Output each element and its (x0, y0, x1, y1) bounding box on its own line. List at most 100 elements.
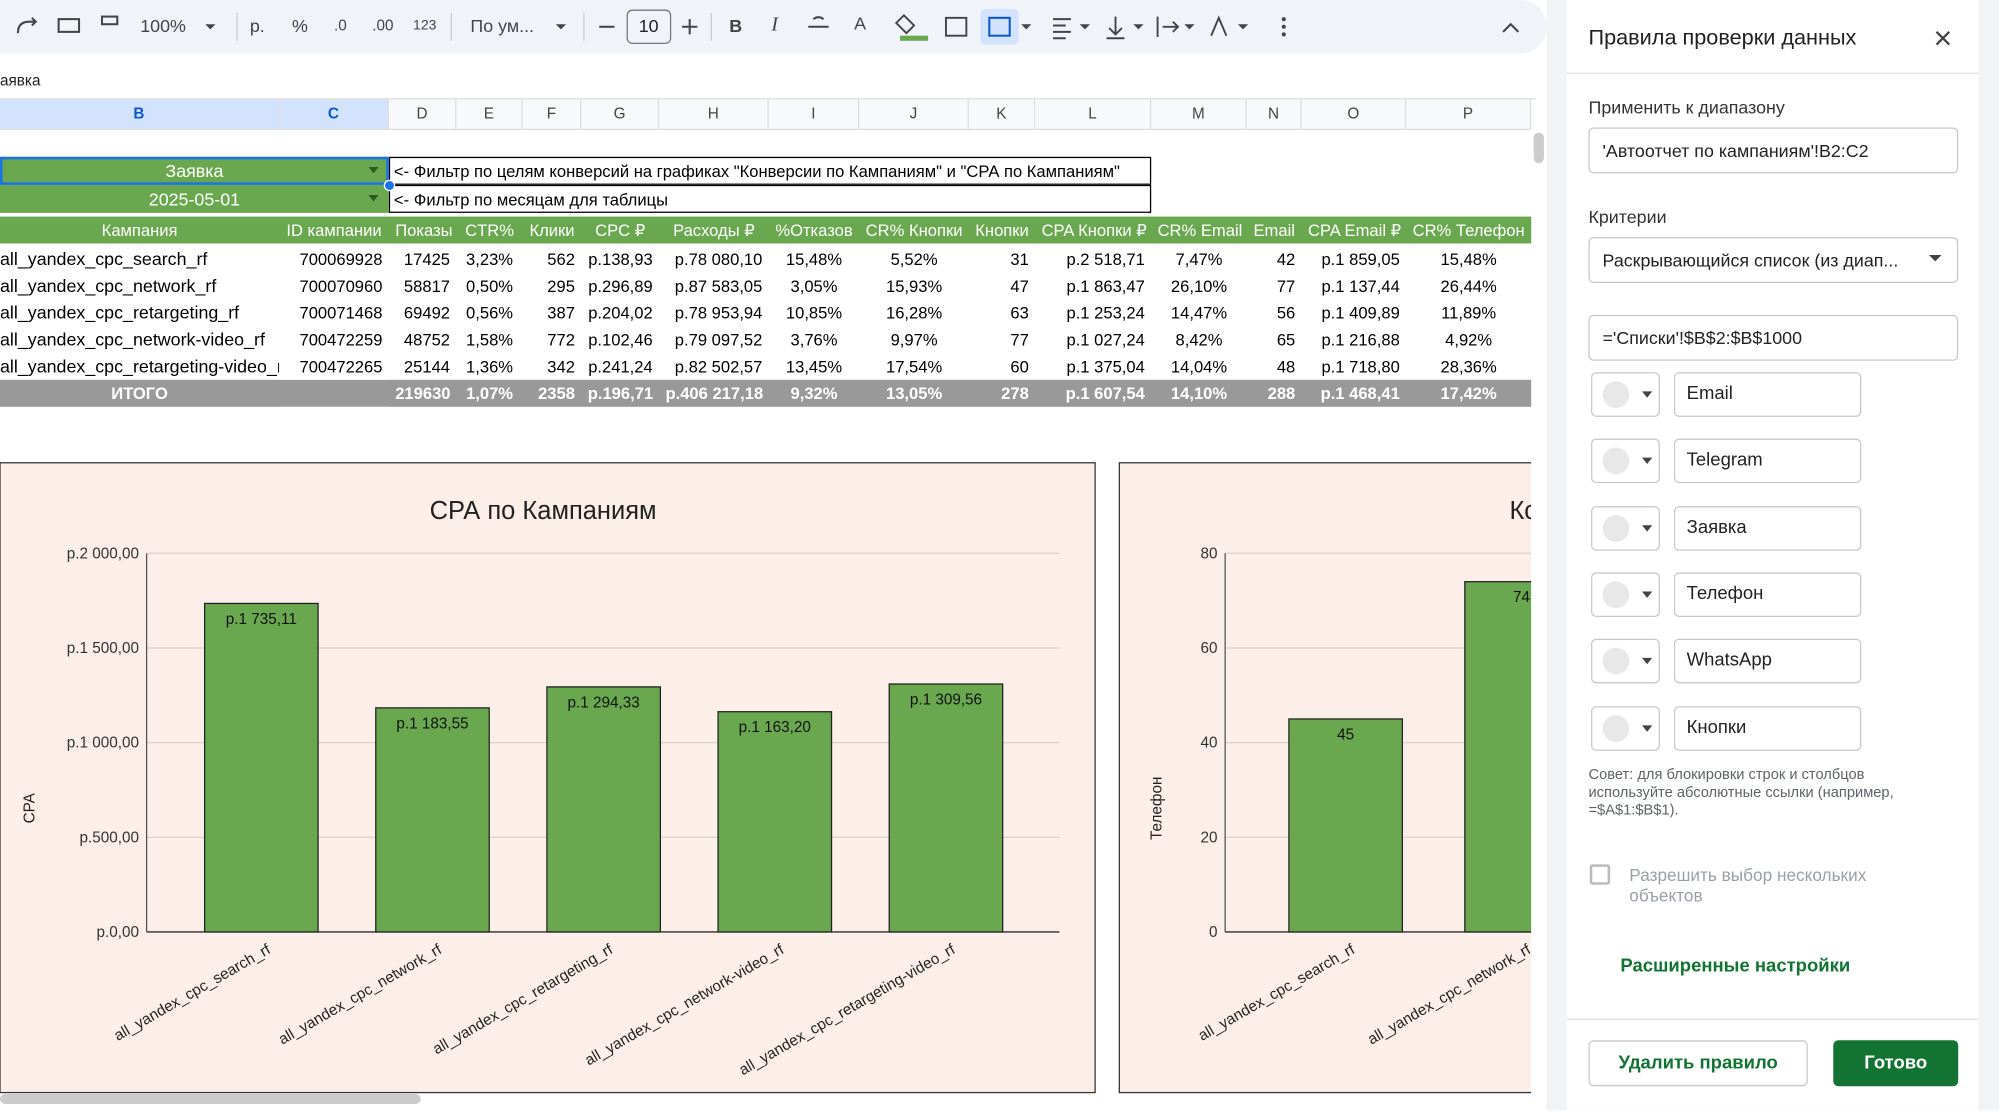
data-cell[interactable]: 700070960 (279, 272, 389, 300)
data-cell[interactable]: 56 (1246, 299, 1302, 327)
data-cell[interactable]: 65 (1246, 326, 1302, 354)
header-cell[interactable]: CR% Кнопки (859, 216, 969, 244)
data-cell[interactable]: all_yandex_cpc_retargeting_rf (0, 299, 280, 327)
currency-format[interactable]: р. (249, 15, 265, 36)
item-input[interactable]: WhatsApp (1673, 638, 1862, 684)
column-header[interactable]: H (659, 99, 769, 129)
color-picker[interactable] (1591, 505, 1660, 551)
data-cell[interactable]: р.1 137,44 (1301, 272, 1407, 300)
data-cell[interactable]: р.1 863,47 (1035, 272, 1152, 300)
total-cell[interactable]: 288 (1246, 379, 1302, 407)
color-picker[interactable] (1591, 638, 1660, 684)
header-cell[interactable]: Расходы ₽ (659, 216, 769, 244)
data-cell[interactable]: 700069928 (279, 246, 389, 273)
data-cell[interactable]: 17,54% (859, 353, 969, 380)
data-cell[interactable]: 7,47% (1151, 246, 1247, 273)
zoom[interactable]: 100% (140, 15, 186, 36)
column-header[interactable]: G (581, 99, 660, 129)
data-cell[interactable]: 42 (1246, 246, 1302, 273)
total-cell[interactable]: 9,32% (768, 379, 860, 407)
item-input[interactable]: Телефон (1673, 572, 1862, 617)
column-header[interactable]: K (969, 99, 1036, 129)
data-cell[interactable]: 26,44% (1406, 272, 1532, 300)
data-cell[interactable]: 342 (522, 353, 582, 380)
column-header[interactable]: D (389, 99, 457, 129)
paint-format-icon[interactable] (100, 15, 119, 26)
data-cell[interactable]: р.87 583,05 (659, 272, 769, 300)
header-cell[interactable]: CPC ₽ (581, 216, 660, 244)
italic[interactable]: I (771, 14, 779, 36)
data-cell[interactable]: р.1 375,04 (1035, 353, 1152, 380)
strike-icon[interactable] (808, 16, 829, 28)
print-icon[interactable] (57, 18, 81, 33)
data-cell[interactable]: 4,92% (1406, 326, 1532, 354)
data-cell[interactable]: р.78 953,94 (659, 299, 769, 327)
data-cell[interactable]: 0,50% (456, 272, 523, 300)
data-cell[interactable]: 700472265 (279, 353, 389, 380)
data-cell[interactable]: р.1 027,24 (1035, 326, 1152, 354)
header-cell[interactable]: ID кампании (279, 216, 389, 244)
h-scrollbar[interactable] (0, 1093, 421, 1105)
data-cell[interactable]: 3,23% (456, 246, 523, 273)
formula-content[interactable]: аявка (0, 71, 41, 90)
column-header[interactable]: M (1151, 99, 1247, 129)
advanced-link[interactable]: Расширенные настройки (1620, 956, 1851, 977)
data-cell[interactable]: 295 (522, 272, 582, 300)
data-cell[interactable]: 77 (1246, 272, 1302, 300)
data-cell[interactable]: 15,48% (768, 246, 860, 273)
total-cell[interactable]: 14,10% (1151, 379, 1247, 407)
data-cell[interactable]: 11,89% (1406, 299, 1532, 327)
done-button[interactable]: Готово (1833, 1040, 1959, 1087)
filter-cell[interactable]: Заявка (0, 156, 389, 185)
data-cell[interactable]: 48 (1246, 353, 1302, 380)
data-cell[interactable]: all_yandex_cpc_network-video_rf (0, 326, 280, 354)
font-size[interactable]: 10 (638, 15, 659, 36)
data-cell[interactable]: 387 (522, 299, 582, 327)
total-cell[interactable]: р.406 217,18 (659, 379, 769, 407)
font-size-box[interactable] (626, 9, 672, 44)
header-cell[interactable]: CPA Email ₽ (1301, 216, 1407, 244)
data-cell[interactable]: 69492 (388, 299, 457, 327)
data-cell[interactable]: 28,36% (1406, 353, 1532, 380)
range-input[interactable]: 'Автоотчет по кампаниям'!B2:C2 (1588, 127, 1959, 174)
data-cell[interactable]: 14,47% (1151, 299, 1247, 327)
data-cell[interactable]: 10,85% (768, 299, 860, 327)
column-header[interactable]: L (1035, 99, 1152, 129)
data-cell[interactable]: 1,58% (456, 326, 523, 354)
total-cell[interactable]: р.1 468,41 (1301, 379, 1407, 407)
color-picker[interactable] (1591, 372, 1660, 417)
header-cell[interactable]: CR% Email (1151, 216, 1247, 244)
item-input[interactable]: Telegram (1673, 438, 1862, 484)
data-cell[interactable]: 5,52% (859, 246, 969, 273)
data-cell[interactable]: 772 (522, 326, 582, 354)
data-cell[interactable]: all_yandex_cpc_retargeting-video_rf (0, 353, 280, 380)
collapse-icon[interactable] (1502, 22, 1520, 33)
data-cell[interactable]: all_yandex_cpc_network_rf (0, 272, 280, 300)
color-picker[interactable] (1591, 438, 1660, 484)
data-cell[interactable]: р.1 859,05 (1301, 246, 1407, 273)
data-cell[interactable]: 31 (968, 246, 1036, 273)
total-cell[interactable]: ИТОГО (0, 379, 280, 407)
data-cell[interactable]: р.1 718,80 (1301, 353, 1407, 380)
checkbox[interactable] (1589, 864, 1611, 885)
data-cell[interactable]: 26,10% (1151, 272, 1247, 300)
align-icon[interactable] (1053, 18, 1071, 40)
header-cell[interactable]: Кампания (0, 216, 280, 244)
color-picker[interactable] (1591, 705, 1660, 751)
close-button[interactable] (1934, 29, 1952, 47)
total-cell[interactable]: 219630 (388, 379, 457, 407)
data-cell[interactable]: 3,05% (768, 272, 860, 300)
data-cell[interactable]: 15,48% (1406, 246, 1532, 273)
total-cell[interactable]: 17,42% (1406, 379, 1532, 407)
data-cell[interactable]: р.1 409,89 (1301, 299, 1407, 327)
data-cell[interactable]: 15,93% (859, 272, 969, 300)
more-formats[interactable]: 123 (413, 17, 437, 34)
data-cell[interactable]: р.78 080,10 (659, 246, 769, 273)
data-cell[interactable]: 60 (968, 353, 1036, 380)
criteria-select[interactable]: Раскрывающийся список (из диап... (1588, 237, 1959, 284)
data-cell[interactable]: 16,28% (859, 299, 969, 327)
v-scrollbar[interactable] (1533, 132, 1544, 164)
percent-format[interactable]: % (291, 15, 308, 36)
valign-icon[interactable] (1106, 16, 1125, 40)
fill-color-icon[interactable] (900, 35, 929, 41)
